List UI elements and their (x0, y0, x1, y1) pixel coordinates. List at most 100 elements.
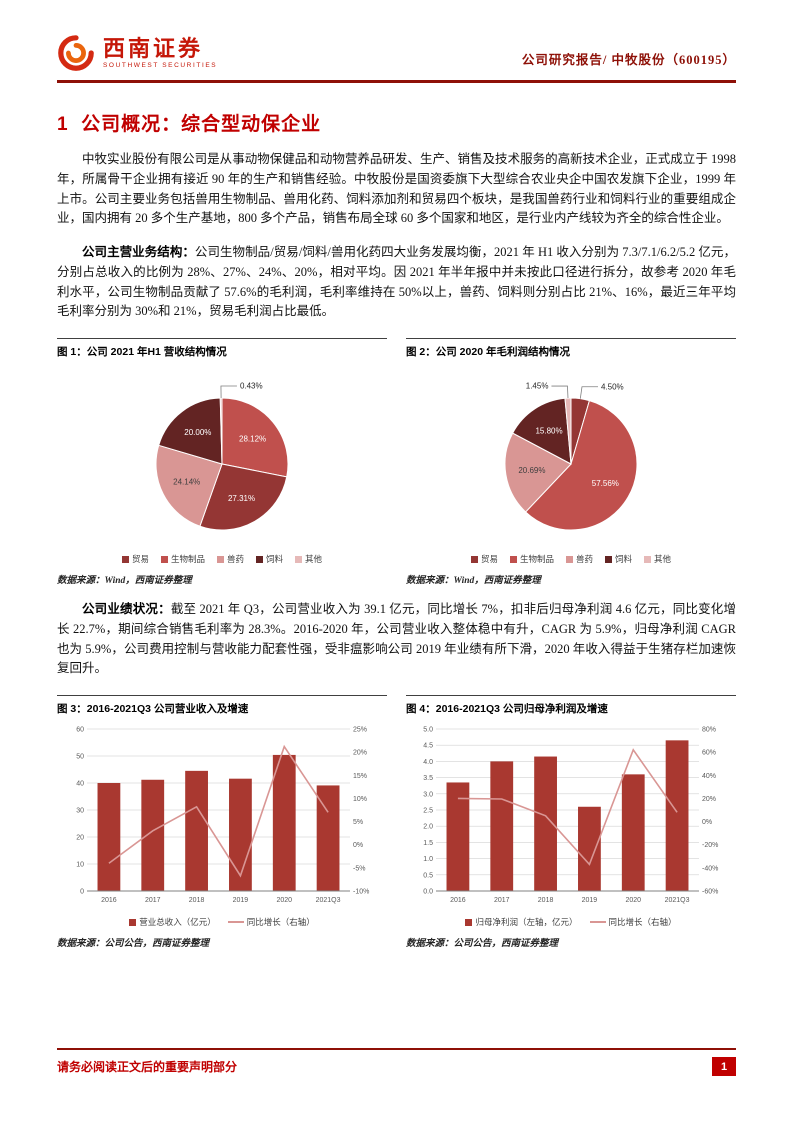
pie-callout-label: 4.50% (601, 382, 624, 391)
left-axis-tick: 5.0 (423, 727, 433, 734)
right-axis-tick: 80% (702, 727, 716, 734)
pie-slice (219, 397, 223, 465)
bar (665, 740, 689, 891)
pie-label: 15.80% (535, 427, 562, 436)
bar (621, 774, 645, 891)
pie-legend: 贸易 生物制品 兽药 饲料 其他 (406, 553, 736, 565)
bar (534, 756, 557, 891)
left-axis-tick: 50 (76, 754, 84, 761)
right-axis-tick: -60% (702, 889, 718, 896)
pie-slice (158, 397, 223, 465)
category-label: 2020 (276, 897, 292, 904)
left-axis-tick: 3.5 (423, 775, 433, 782)
figure-source: 数据来源：Wind，西南证券整理 (406, 576, 541, 586)
figure-source: 数据来源：Wind，西南证券整理 (57, 576, 192, 586)
figure-title: 图 2：公司 2020 年毛利润结构情况 (406, 338, 736, 362)
gross-profit-structure-pie-chart: 4.50% 57.56% 20.69% 15.80% 1.45% (504, 382, 638, 531)
growth-line (108, 744, 329, 878)
combo-legend: 营业总收入（亿元） 同比增长（右轴） (57, 916, 387, 928)
page-header: 西南证券 SOUTHWEST SECURITIES 公司研究报告/ 中牧股份（6… (57, 34, 736, 72)
left-axis-tick: 1.0 (423, 856, 433, 863)
left-axis-tick: 0.5 (423, 872, 433, 879)
pie-label: 28.12% (239, 434, 266, 443)
right-axis-tick: 10% (353, 796, 367, 803)
right-axis-tick: -20% (702, 842, 718, 849)
category-label: 2021Q3 (316, 897, 341, 904)
paragraph-lead: 公司业绩状况： (82, 602, 171, 616)
pie-label: 20.69% (518, 466, 545, 475)
right-axis-tick: 0% (353, 842, 363, 849)
net-profit-growth-combo-chart: 0.0 0.5 1.0 1.5 2.0 2.5 3.0 3.5 4.0 4.5 5.0 -60% -40… (423, 727, 718, 905)
page-footer: 请务必阅读正文后的重要声明部分 1 (57, 1047, 736, 1076)
pie-slice (524, 400, 638, 531)
bar (97, 783, 121, 891)
category-label: 2016 (101, 897, 117, 904)
left-axis-tick: 10 (76, 862, 84, 869)
bar (185, 770, 208, 891)
paragraph-text: 中牧实业股份有限公司是从事动物保健品和动物营养品研发、生产、销售及技术服务的高新… (57, 152, 736, 226)
combo-legend: 归母净利润（左轴，亿元） 同比增长（右轴） (406, 916, 736, 928)
category-label: 2019 (233, 897, 249, 904)
revenue-growth-combo-chart: 0 10 20 30 40 50 60 -10% -5% 0% 5% 10% 15% 20% 25% 2016… (76, 727, 369, 905)
pie-label: 24.14% (173, 477, 200, 486)
category-label: 2018 (538, 897, 554, 904)
right-axis-tick: 15% (353, 773, 367, 780)
right-axis-tick: 25% (353, 727, 367, 734)
right-axis-tick: -40% (702, 865, 718, 872)
header-divider (57, 80, 736, 83)
logo: 西南证券 SOUTHWEST SECURITIES (57, 34, 217, 72)
pie-label: 57.56% (592, 479, 619, 488)
pie-legend: 贸易 生物制品 兽药 饲料 其他 (57, 553, 387, 565)
pie-callout-label: 1.45% (526, 382, 549, 391)
paragraph-text: 截至 2021 年 Q3，公司营业收入为 39.1 亿元，同比增长 7%，扣非后… (57, 602, 736, 676)
legend-item: 兽药 (565, 553, 593, 565)
right-axis-tick: -10% (353, 889, 369, 896)
left-axis-tick: 4.5 (423, 743, 433, 750)
figure-row-pies: 图 1：公司 2021 年H1 营收结构情况 28.12% 27.31% 24.14… (57, 338, 736, 586)
category-label: 2021Q3 (665, 897, 690, 904)
figure-1: 图 1：公司 2021 年H1 营收结构情况 28.12% 27.31% 24.14… (57, 338, 387, 586)
legend-item: 贸易 (470, 553, 498, 565)
right-axis-tick: 5% (353, 819, 363, 826)
right-axis-tick: 20% (353, 750, 367, 757)
left-axis-tick: 4.0 (423, 759, 433, 766)
paragraph-lead: 公司主营业务结构： (82, 245, 195, 259)
revenue-structure-pie-chart: 28.12% 27.31% 24.14% 20.00% 0.43% (155, 382, 289, 531)
callout-line (579, 386, 598, 399)
left-axis-tick: 20 (76, 835, 84, 842)
figure-4: 图 4：2016-2021Q3 公司归母净利润及增速 0.0 0.5 1.0 1.5 2… (406, 695, 736, 949)
paragraph-text: 公司生物制品/贸易/饲料/兽用化药四大业务发展均衡，2021 年 H1 收入分别… (57, 245, 736, 319)
legend-item: 营业总收入（亿元） (129, 916, 216, 928)
section-title: 1 公司概况：综合型动保企业 (57, 114, 322, 135)
legend-item: 归母净利润（左轴，亿元） (465, 916, 578, 928)
left-axis-tick: 40 (76, 781, 84, 788)
body-paragraph-2: 公司主营业务结构：公司生物制品/贸易/饲料/兽用化药四大业务发展均衡，2021 … (57, 243, 736, 322)
bar (229, 778, 252, 891)
figure-source: 数据来源：公司公告，西南证券整理 (406, 939, 559, 949)
category-label: 2020 (625, 897, 641, 904)
disclaimer-text: 请务必阅读正文后的重要声明部分 (57, 1060, 238, 1074)
legend-item: 其他 (295, 553, 322, 565)
body-paragraph-3: 公司业绩状况：截至 2021 年 Q3，公司营业收入为 39.1 亿元，同比增长… (57, 600, 736, 679)
figure-title: 图 3：2016-2021Q3 公司营业收入及增速 (57, 695, 387, 719)
left-axis-tick: 0.0 (423, 889, 433, 896)
left-axis-tick: 2.0 (423, 824, 433, 831)
legend-item: 兽药 (216, 553, 244, 565)
legend-item: 生物制品 (160, 553, 205, 565)
left-axis-tick: 2.5 (423, 808, 433, 815)
category-label: 2016 (450, 897, 466, 904)
category-label: 2017 (494, 897, 510, 904)
logo-english-name: SOUTHWEST SECURITIES (103, 62, 218, 70)
legend-item: 生物制品 (509, 553, 554, 565)
right-axis-tick: 60% (702, 750, 716, 757)
logo-chinese-name: 西南证券 (103, 35, 204, 61)
body-paragraph-1: 中牧实业股份有限公司是从事动物保健品和动物营养品研发、生产、销售及技术服务的高新… (57, 150, 736, 229)
pie-slice (221, 397, 289, 478)
pie-slice (155, 444, 223, 527)
figure-row-bars: 图 3：2016-2021Q3 公司营业收入及增速 0 10 20 30 40 50 60 -… (57, 695, 736, 949)
right-axis-tick: -5% (353, 865, 365, 872)
bar (490, 761, 514, 891)
report-type-label: 公司研究报告/ 中牧股份（600195） (521, 53, 736, 67)
bar (141, 779, 165, 891)
